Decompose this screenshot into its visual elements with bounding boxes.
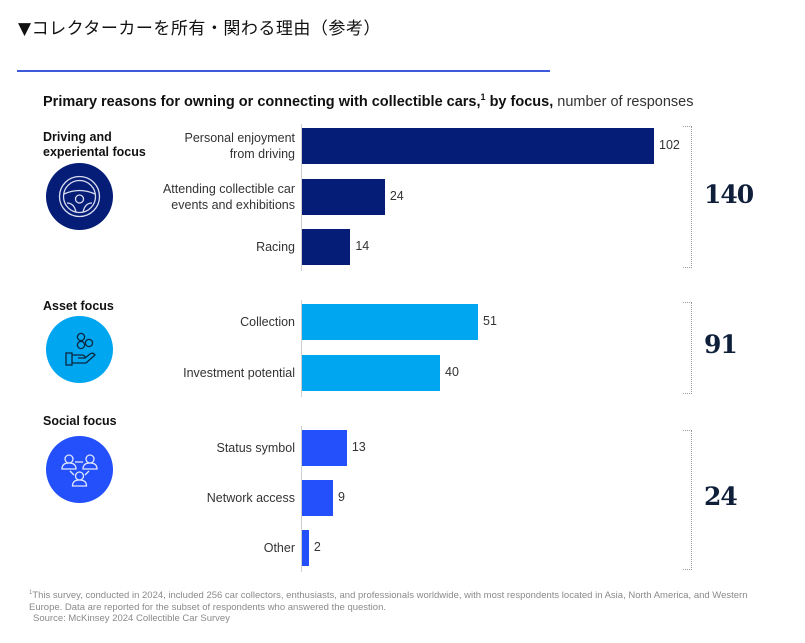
group-bracket — [683, 430, 692, 570]
source-text: Source: McKinsey 2024 Collectible Car Su… — [33, 613, 230, 625]
category-label-line: Status symbol — [216, 441, 295, 455]
value-label: 13 — [351, 440, 366, 454]
steering-wheel-icon — [46, 163, 113, 230]
chart-title-footnote-marker: 1 — [480, 92, 486, 102]
chart-title-unit: number of responses — [553, 93, 694, 110]
group-label-line: Asset focus — [43, 299, 114, 313]
bar — [302, 530, 309, 566]
steering-wheel-icon-glyph — [58, 175, 101, 218]
group-total: 140 — [704, 180, 754, 209]
category-label: Racing — [256, 239, 295, 255]
value-label: 14 — [355, 239, 370, 253]
group-label: Social focus — [43, 414, 117, 429]
bar — [302, 355, 441, 391]
group-label-line: Social focus — [43, 414, 117, 428]
group-label-line: Driving and — [43, 130, 112, 144]
axis-line — [301, 426, 302, 572]
value-label: 40 — [445, 365, 459, 379]
value-label: 24 — [389, 189, 404, 203]
people-network-icon — [46, 436, 113, 503]
value-label: 102 — [659, 138, 680, 152]
axis-line — [301, 300, 302, 397]
people-network-icon-glyph — [61, 454, 98, 487]
group-total: 24 — [704, 482, 738, 511]
category-label-line: Other — [263, 541, 295, 555]
group-label: Driving and experiental focus — [43, 130, 146, 160]
group-bracket — [683, 302, 692, 394]
heading-rule — [17, 70, 550, 72]
category-label-line: Investment potential — [183, 366, 295, 380]
footnote-marker: 1 — [29, 590, 33, 596]
group-total: 91 — [704, 330, 738, 359]
value-label: 51 — [483, 314, 497, 328]
group-label-line: experiental focus — [43, 145, 146, 159]
footnote-body: This survey, conducted in 2024, included… — [29, 590, 748, 613]
axis-line — [301, 124, 302, 271]
footnote: 1This survey, conducted in 2024, include… — [29, 588, 769, 625]
category-label: Network access — [207, 490, 295, 506]
group-label: Asset focus — [43, 299, 114, 314]
bar — [302, 480, 334, 516]
category-label: Collection — [240, 314, 295, 330]
category-label: Status symbol — [216, 440, 295, 456]
bar — [302, 229, 351, 265]
category-label: Personal enjoyment from driving — [185, 130, 295, 162]
category-label-line: Racing — [256, 240, 295, 254]
category-label-line: Network access — [206, 491, 295, 505]
bar — [302, 179, 385, 215]
bar — [302, 430, 347, 466]
footnote-text: 1This survey, conducted in 2024, include… — [29, 588, 769, 613]
category-label-line: events and exhibitions — [171, 198, 295, 212]
category-label-line: Collection — [240, 315, 295, 329]
value-label: 2 — [313, 540, 321, 554]
bar — [302, 304, 478, 340]
group-bracket — [683, 126, 692, 268]
category-label: Attending collectible car events and exhi… — [163, 181, 295, 213]
category-label: Investment potential — [183, 365, 295, 381]
category-label-line: Personal enjoyment — [184, 131, 295, 145]
chart-title-suffix: by focus, — [485, 93, 554, 110]
category-label-line: from driving — [229, 147, 295, 161]
chart-title-main: Primary reasons for owning or connecting… — [43, 93, 481, 110]
hand-coins-icon — [46, 316, 113, 383]
bar — [302, 128, 654, 164]
category-label-line: Attending collectible car — [162, 182, 295, 196]
value-label: 9 — [338, 490, 345, 504]
chart-title: Primary reasons for owning or connecting… — [43, 92, 693, 110]
category-label: Other — [264, 540, 295, 556]
hand-coins-icon-glyph — [65, 332, 96, 366]
page-heading: ▼コレクターカーを所有・関わる理由（参考） — [18, 19, 381, 39]
